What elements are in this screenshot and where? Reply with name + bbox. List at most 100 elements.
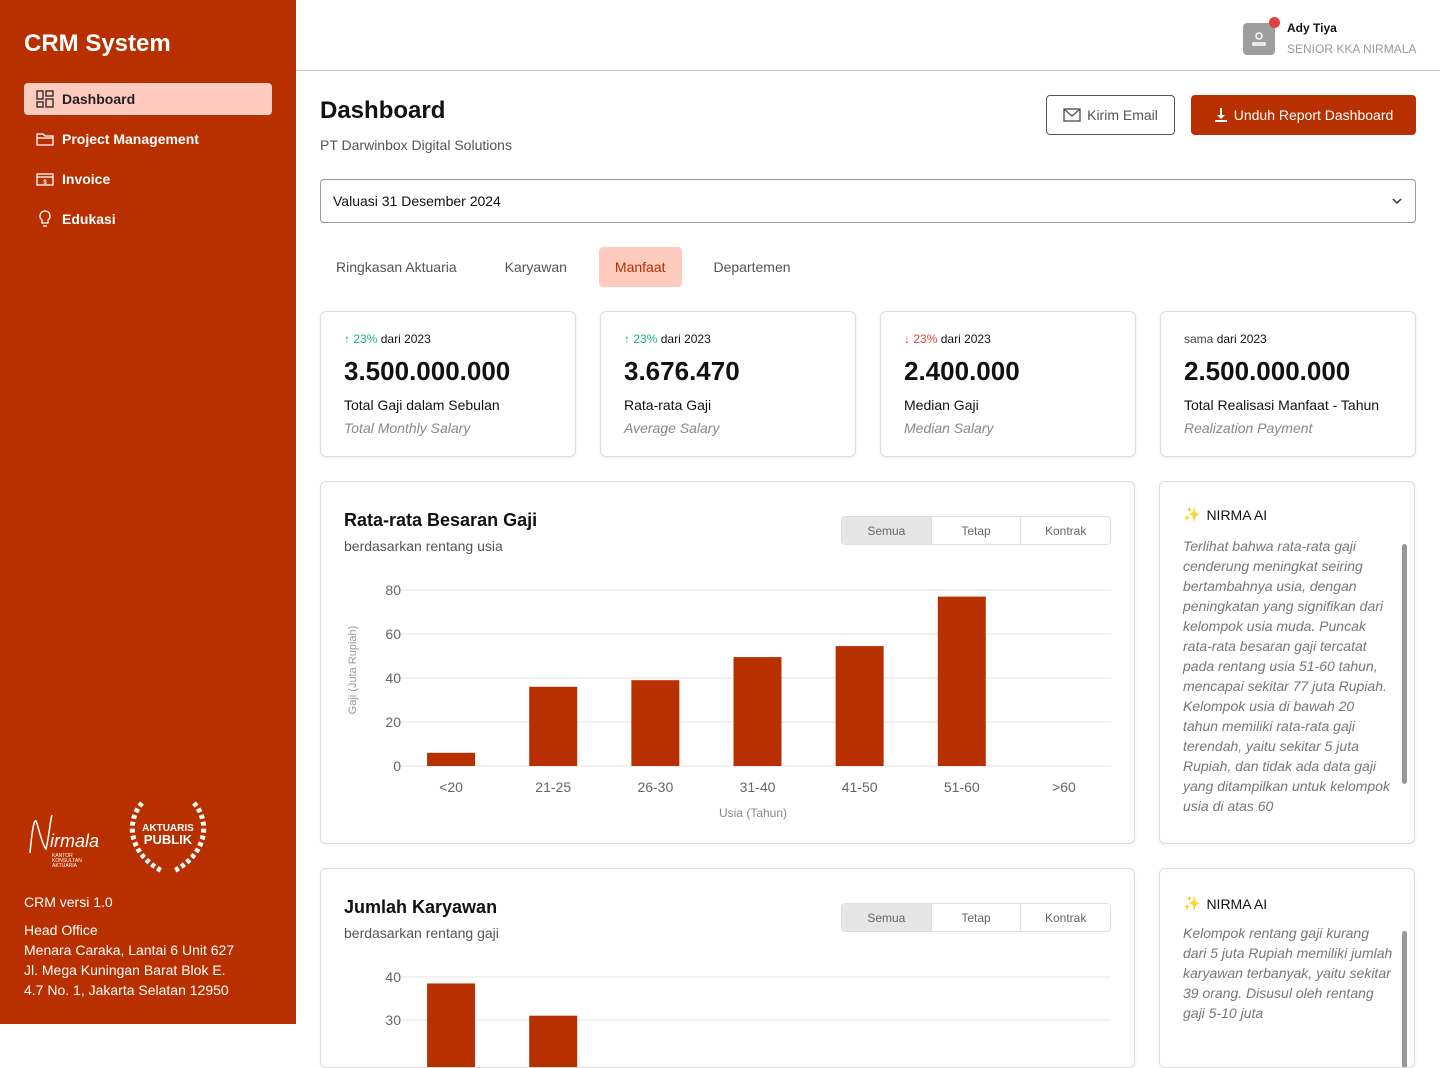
sidebar-item-edukasi[interactable]: Edukasi xyxy=(24,203,272,235)
send-email-label: Kirim Email xyxy=(1087,107,1158,123)
folder-icon xyxy=(36,133,54,146)
svg-text:AKTUARIS: AKTUARIS xyxy=(142,823,194,834)
ai-insight-panel: ✨ NIRMA AI Terlihat bahwa rata-rata gaji … xyxy=(1159,481,1415,844)
sidebar-item-dashboard[interactable]: Dashboard xyxy=(24,83,272,115)
sidebar-nav: Dashboard Project Management $ Invoice E… xyxy=(24,83,272,243)
user-icon xyxy=(1252,32,1266,46)
app-version: CRM versi 1.0 xyxy=(24,894,113,910)
sidebar-item-label: Edukasi xyxy=(62,211,116,227)
sidebar: CRM System Dashboard Project Management … xyxy=(0,0,296,1024)
tab-bar: Ringkasan Aktuaria Karyawan Manfaat Depa… xyxy=(320,247,807,287)
stat-card: ↓ 23% dari 2023 2.400.000 Median Gaji Me… xyxy=(880,311,1136,457)
user-role: SENIOR KKA NIRMALA xyxy=(1287,42,1417,56)
bar-21-25 xyxy=(529,686,578,766)
employee-count-bar-chart: 30 40 xyxy=(385,969,1111,1067)
stat-change: ↑ 23% dari 2023 xyxy=(344,332,552,346)
tab-ringkasan-aktuaria[interactable]: Ringkasan Aktuaria xyxy=(336,259,457,275)
y-tick-label: 40 xyxy=(385,969,401,985)
dashboard-icon xyxy=(36,90,54,108)
chart-title: Jumlah Karyawan xyxy=(344,897,498,917)
x-tick-label: <20 xyxy=(439,779,463,795)
chart-subtitle: berdasarkan rentang usia xyxy=(344,538,503,554)
send-email-button[interactable]: Kirim Email xyxy=(1046,95,1175,135)
bar-<20 xyxy=(427,752,476,766)
svg-text:$: $ xyxy=(43,180,47,186)
ai-insight-text: Terlihat bahwa rata-rata gaji cenderung … xyxy=(1183,538,1391,814)
stat-label: Rata-rata Gaji xyxy=(624,397,712,413)
chart-subtitle: berdasarkan rentang gaji xyxy=(344,925,499,941)
tab-karyawan[interactable]: Karyawan xyxy=(504,259,567,275)
stat-label-en: Average Salary xyxy=(624,420,720,436)
office-address-line: 4.7 No. 1, Jakarta Selatan 12950 xyxy=(24,982,229,998)
chevron-down-icon xyxy=(1392,198,1402,205)
sparkle-icon: ✨ xyxy=(1183,506,1201,522)
filter-tetap[interactable]: Tetap xyxy=(932,904,1022,931)
svg-text:irmala: irmala xyxy=(50,831,99,851)
trend-up-indicator: ↑ 23% xyxy=(344,332,378,346)
stat-change-suffix: dari 2023 xyxy=(660,332,711,346)
tab-manfaat[interactable]: Manfaat xyxy=(598,247,682,287)
download-report-button[interactable]: Unduh Report Dashboard xyxy=(1191,95,1416,135)
filter-kontrak[interactable]: Kontrak xyxy=(1045,910,1087,925)
sidebar-item-project-management[interactable]: Project Management xyxy=(24,123,272,155)
svg-text:KONSULTAN: KONSULTAN xyxy=(52,858,82,864)
trend-up-indicator: ↑ 23% xyxy=(624,332,658,346)
x-axis-label: Usia (Tahun) xyxy=(719,806,787,820)
ai-insight-text: Kelompok rentang gaji kurang dari 5 juta… xyxy=(1183,925,1393,1021)
ai-title: NIRMA AI xyxy=(1206,895,1268,912)
y-tick-label: 40 xyxy=(385,670,401,686)
x-tick-label: 31-40 xyxy=(740,779,776,795)
office-address-line: Jl. Mega Kuningan Barat Blok E. xyxy=(24,962,226,978)
stat-change: ↓ 23% dari 2023 xyxy=(904,332,1112,346)
filter-kontrak[interactable]: Kontrak xyxy=(1045,523,1087,538)
x-tick-label: 21-25 xyxy=(535,779,571,795)
sparkle-icon: ✨ xyxy=(1183,895,1201,911)
download-icon xyxy=(1214,108,1227,122)
y-tick-label: 20 xyxy=(385,714,401,730)
office-address-line: Menara Caraka, Lantai 6 Unit 627 xyxy=(24,942,235,958)
avg-salary-bar-chart: 0 20 40 60 80 <20 21-25 26-30 31-40 41-50 51-60 >60… xyxy=(347,582,1111,820)
top-bar: Ady Tiya SENIOR KKA NIRMALA xyxy=(296,0,1440,71)
y-tick-label: 0 xyxy=(393,758,401,774)
stat-label: Total Gaji dalam Sebulan xyxy=(344,397,500,413)
tab-departemen[interactable]: Departemen xyxy=(713,259,791,275)
office-title: Head Office xyxy=(24,922,98,938)
avg-salary-chart-panel: Rata-rata Besaran Gaji berdasarkan renta… xyxy=(320,481,1135,844)
app-brand: CRM System xyxy=(24,30,171,57)
stat-value: 3.500.000.000 xyxy=(344,356,511,386)
stat-change-suffix: dari 2023 xyxy=(1216,332,1267,346)
x-tick-label: >60 xyxy=(1052,779,1076,795)
download-report-label: Unduh Report Dashboard xyxy=(1233,107,1394,123)
ai-title: NIRMA AI xyxy=(1206,506,1268,523)
scrollbar[interactable] xyxy=(1402,544,1407,784)
scrollbar[interactable] xyxy=(1402,931,1407,1067)
stat-value: 2.500.000.000 xyxy=(1184,356,1351,386)
bar xyxy=(427,983,476,1067)
filter-semua[interactable]: Semua xyxy=(842,904,932,931)
avatar[interactable] xyxy=(1243,17,1280,55)
y-tick-label: 30 xyxy=(385,1012,401,1028)
y-axis-label: Gaji (Juta Rupiah) xyxy=(347,626,359,715)
stat-card: sama dari 2023 2.500.000.000 Total Reali… xyxy=(1160,311,1416,457)
filter-semua[interactable]: Semua xyxy=(842,517,932,544)
stat-label: Total Realisasi Manfaat - Tahun xyxy=(1184,397,1380,413)
stat-change: sama dari 2023 xyxy=(1184,332,1392,346)
stat-value: 3.676.470 xyxy=(624,356,740,386)
filter-tetap[interactable]: Tetap xyxy=(932,517,1022,544)
svg-text:KANTOR: KANTOR xyxy=(52,853,73,859)
bar-31-40 xyxy=(733,657,782,766)
employment-filter: Semua Tetap Kontrak xyxy=(841,516,1111,545)
invoice-icon: $ xyxy=(36,173,54,186)
bar-51-60 xyxy=(937,596,986,766)
chart-title: Rata-rata Besaran Gaji xyxy=(344,510,538,530)
stat-card: ↑ 23% dari 2023 3.676.470 Rata-rata Gaji… xyxy=(600,311,856,457)
sidebar-item-invoice[interactable]: $ Invoice xyxy=(24,163,272,195)
valuation-select[interactable]: Valuasi 31 Desember 2024 xyxy=(320,179,1416,223)
mail-icon xyxy=(1063,108,1081,122)
page-title: Dashboard xyxy=(320,97,446,124)
sidebar-item-label: Dashboard xyxy=(62,91,136,107)
bar-26-30 xyxy=(631,680,680,766)
trend-down-indicator: ↓ 23% xyxy=(904,332,938,346)
svg-text:PUBLIK: PUBLIK xyxy=(144,832,193,847)
